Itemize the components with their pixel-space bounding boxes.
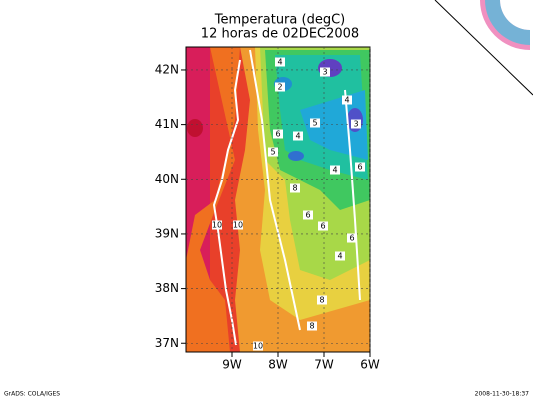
contour-label: 8 [292,184,297,193]
contour-label-box [233,220,243,230]
title: Temperatura (degC) [214,13,345,28]
contour-label-box [253,341,263,351]
contour-label: 6 [275,130,280,139]
contour-label-box [268,147,278,157]
y-tick-label: 41N [155,117,179,131]
x-tick-label: 8W [268,358,288,372]
y-tick-label: 38N [155,281,179,295]
contour-label: 2 [277,83,282,92]
contour-label-box [275,82,285,92]
y-tick-label: 40N [155,172,179,186]
contour-label: 6 [357,163,362,172]
contour-label: 4 [337,252,342,261]
x-tick-label: 9W [222,358,242,372]
contour-label-box [310,118,320,128]
contour-label-box [347,233,357,243]
contour-label: 5 [312,119,317,128]
contour-label: 8 [319,296,324,305]
contour-label-box [335,251,345,261]
contour-label: 4 [277,58,282,67]
contour-label: 4 [332,166,337,175]
contour-label: 4 [344,96,349,105]
contour-label-box [273,129,283,139]
contour-label: 3 [353,120,358,129]
x-tick-label: 7W [314,358,334,372]
contour-label-box [317,295,327,305]
contour-label-box [307,321,317,331]
y-tick-label: 37N [155,336,179,350]
contour-label-box [318,221,328,231]
contour-label: 10 [233,221,243,230]
contour-label-box [275,57,285,67]
contour-label: 3 [322,68,327,77]
contour-label: 10 [212,221,222,230]
x-tick-label: 6W [360,358,380,372]
contour-label-box [303,210,313,220]
y-tick-label: 42N [155,62,179,76]
y-tick-label: 39N [155,226,179,240]
contour-label-box [342,95,352,105]
contour-label: 8 [309,322,314,331]
contour-label-box [351,119,361,129]
contour-label: 6 [320,222,325,231]
contour-label-box [355,162,365,172]
contour-label-box [212,220,222,230]
subtitle: 12 horas de 02DEC2008 [201,27,359,42]
contour-label-box [330,165,340,175]
contour-label: 5 [270,148,275,157]
contour-label: 6 [349,234,354,243]
footer-right: 2008-11-30-18:37 [475,391,530,398]
contour-label: 4 [295,132,300,141]
temperature-field [186,47,370,352]
contour-label: 10 [253,342,263,351]
footer-left: GrADS: COLA/IGES [4,391,60,398]
color-legend [434,0,533,96]
contour-label: 6 [305,211,310,220]
contour-label-box [320,67,330,77]
contour-label-box [290,183,300,193]
contour-label-box [293,131,303,141]
